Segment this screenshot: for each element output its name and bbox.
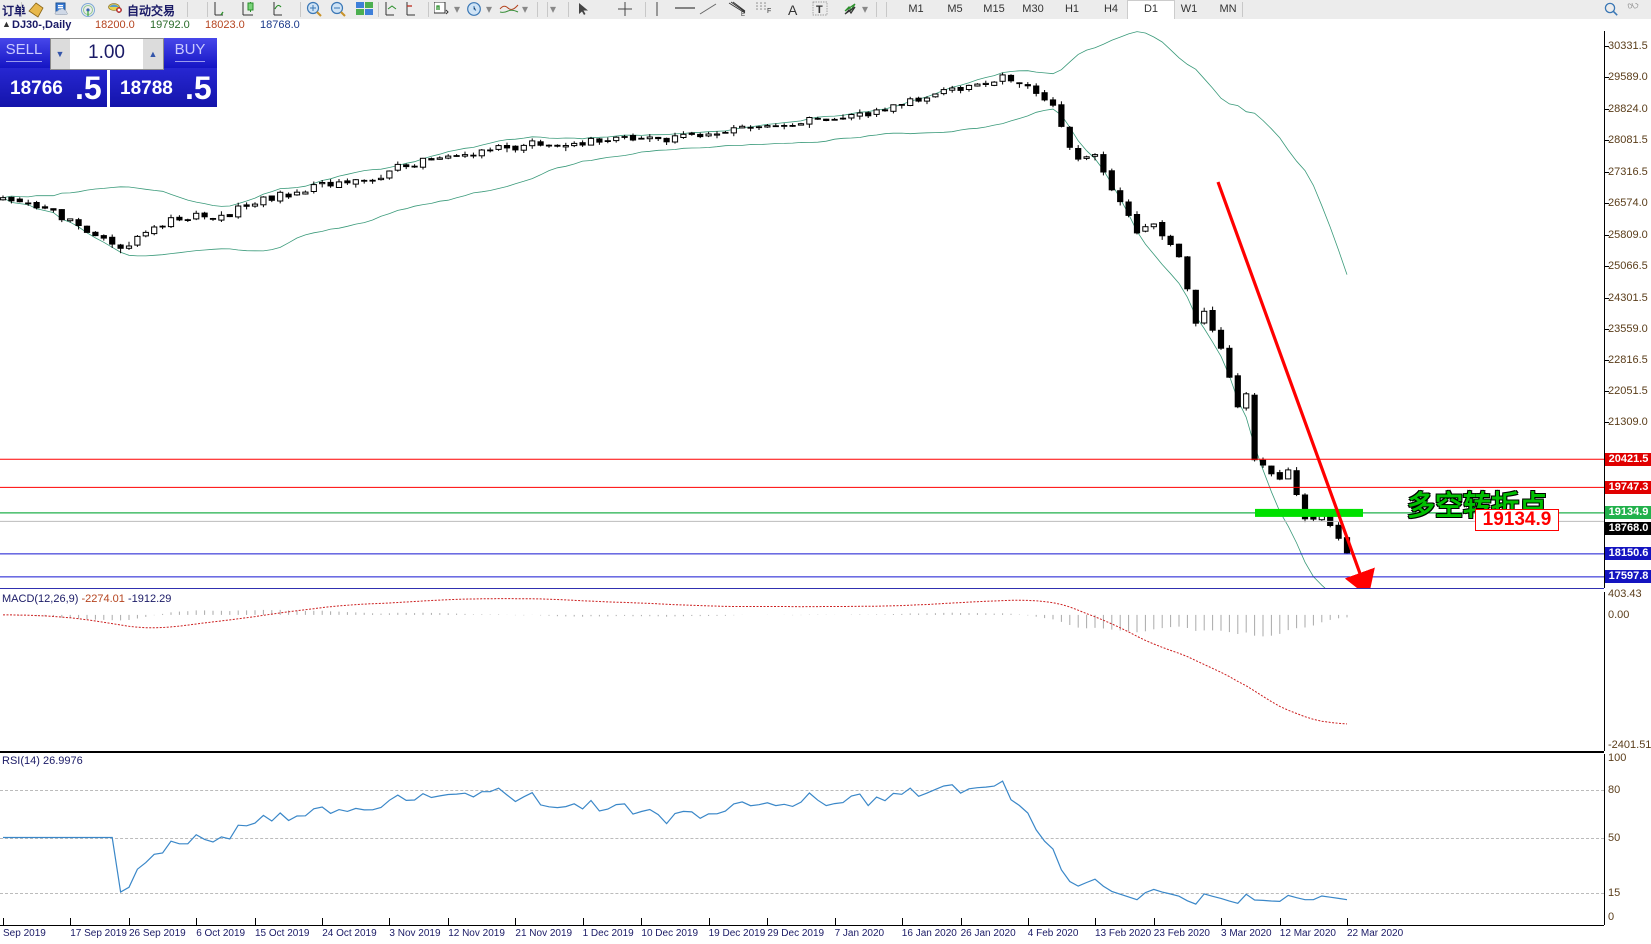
svg-text:E: E	[741, 12, 745, 17]
svg-text:F: F	[767, 8, 771, 14]
svg-text:T: T	[816, 4, 823, 16]
